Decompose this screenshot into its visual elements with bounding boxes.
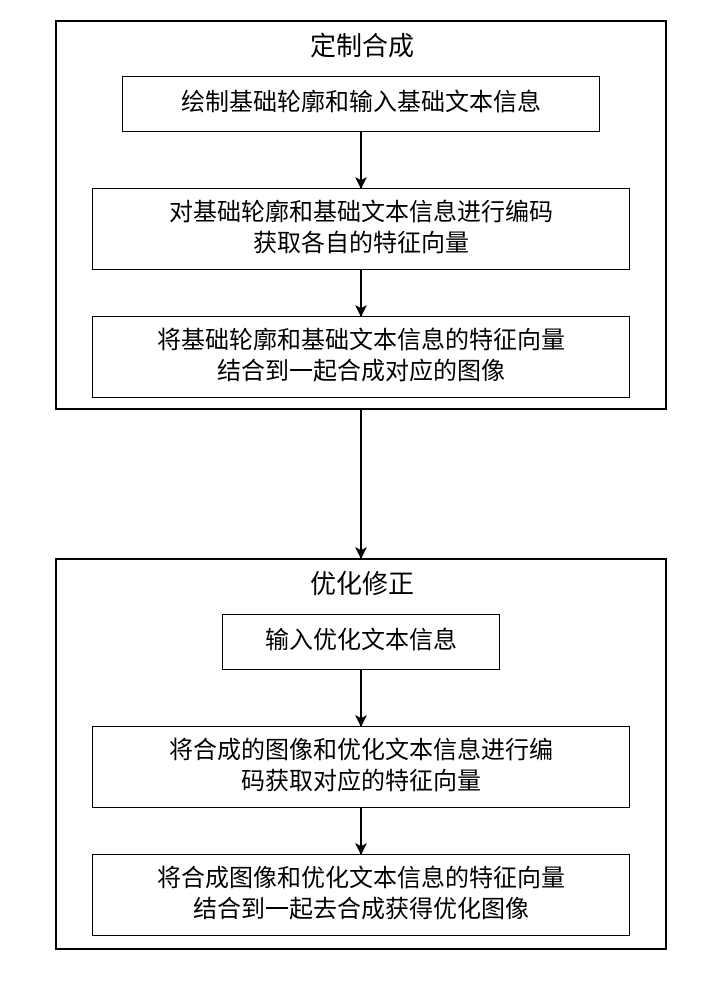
node-n6: 将合成图像和优化文本信息的特征向量 结合到一起去合成获得优化图像 — [92, 854, 630, 936]
node-n3: 将基础轮廓和基础文本信息的特征向量 结合到一起合成对应的图像 — [92, 316, 630, 398]
node-n4: 输入优化文本信息 — [222, 614, 500, 670]
node-n2: 对基础轮廓和基础文本信息进行编码 获取各自的特征向量 — [92, 188, 630, 270]
group-top-title: 定制合成 — [310, 26, 414, 63]
flowchart-canvas: 定制合成 优化修正 绘制基础轮廓和输入基础文本信息 对基础轮廓和基础文本信息进行… — [0, 0, 724, 1000]
group-bottom-title: 优化修正 — [310, 564, 414, 601]
node-n1: 绘制基础轮廓和输入基础文本信息 — [122, 76, 600, 132]
node-n5: 将合成的图像和优化文本信息进行编 码获取对应的特征向量 — [92, 726, 630, 808]
